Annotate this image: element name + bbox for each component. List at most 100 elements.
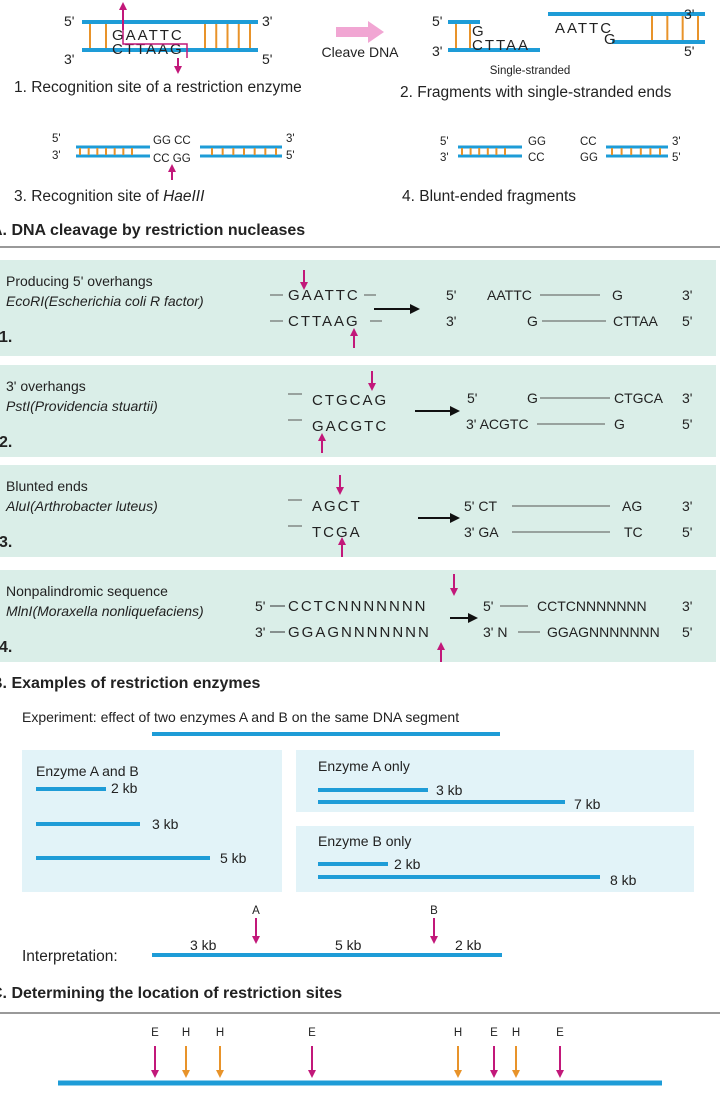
arrow-head (151, 1070, 159, 1078)
label: 5' (467, 390, 477, 406)
label: PstI(Providencia stuartii) (6, 398, 158, 414)
label: 4. (0, 639, 12, 656)
cut-path (122, 30, 188, 58)
arrow-head (252, 936, 260, 944)
label: GAATTC (112, 27, 184, 44)
arrow-head (430, 936, 438, 944)
label: Experiment: effect of two enzymes A and … (22, 709, 459, 725)
label: Cleave DNA (321, 44, 399, 60)
label: AGCT (312, 498, 362, 515)
label: G (472, 23, 486, 40)
label: G (604, 31, 618, 48)
label: G (527, 313, 538, 329)
label: 5' (684, 43, 694, 59)
label-part: EcoRI (6, 293, 44, 309)
panel (0, 570, 716, 662)
label: 3' (52, 150, 61, 162)
label: GGAGNNNNNNN (288, 624, 431, 641)
label-part: (Arthrobacter luteus) (30, 498, 158, 514)
label: 5' (440, 136, 449, 148)
label: 3' (682, 598, 692, 614)
label: 2 kb (111, 780, 138, 796)
label: 3' (440, 152, 449, 164)
label: 5 kb (220, 850, 247, 866)
label: 2. (0, 434, 12, 451)
label: GACGTC (312, 418, 388, 435)
label: 3' (262, 13, 272, 29)
panel (22, 750, 282, 892)
arrow-head (437, 642, 445, 650)
label: G (612, 287, 623, 303)
cleave-arrow (336, 21, 384, 43)
label: 3 kb (152, 816, 179, 832)
label: 5' (446, 287, 456, 303)
label: H (182, 1027, 190, 1039)
label: 3' (682, 498, 692, 514)
label: H (512, 1027, 520, 1039)
arrow-head (119, 2, 127, 10)
label: 3. Recognition site of HaeIII (14, 188, 205, 205)
label: 4. Blunt-ended fragments (402, 188, 576, 205)
label: MlnI(Moraxella nonliquefaciens) (6, 603, 204, 619)
label: 5' (682, 416, 692, 432)
label: CC (580, 136, 597, 148)
label: 1. (0, 329, 12, 346)
label: 3' (64, 51, 74, 67)
label: GG (580, 152, 598, 164)
arrow-head (318, 433, 326, 441)
label: 3' (672, 136, 681, 148)
label: AG (622, 498, 642, 514)
arrow-head (300, 282, 308, 290)
label-part: 3. Recognition site of (14, 188, 163, 205)
label: G (614, 416, 625, 432)
label: 5' (672, 152, 681, 164)
label: 3' (432, 43, 442, 59)
label: Enzyme B only (318, 833, 411, 849)
label: 3 kb (436, 782, 463, 798)
label: 3' GA (464, 524, 499, 540)
label: TC (624, 524, 643, 540)
panel (0, 465, 716, 557)
arrow-head (168, 164, 176, 172)
label-part: PstI (6, 398, 30, 414)
label: G (527, 390, 538, 406)
label: H (216, 1027, 224, 1039)
label: TCGA (312, 524, 362, 541)
label: CCTCNNNNNNN (288, 598, 428, 615)
label: 5' (255, 598, 265, 614)
panel (0, 260, 716, 356)
label: 3' overhangs (6, 378, 86, 394)
label: A. DNA cleavage by restriction nucleases (0, 222, 305, 239)
label-part: (Escherichia coli R factor) (44, 293, 204, 309)
label: 5' (286, 150, 295, 162)
label: Blunted ends (6, 478, 88, 494)
label: 5' (483, 598, 493, 614)
arrow-head (454, 1070, 462, 1078)
label: Single-stranded (490, 65, 571, 77)
label: CTTAAG (288, 313, 360, 330)
panel (0, 365, 716, 457)
label: 3' (682, 287, 692, 303)
label: CTTAA (472, 37, 530, 54)
label: 2 kb (455, 937, 482, 953)
label: 3 kb (190, 937, 217, 953)
label: 5' CT (464, 498, 497, 514)
label: GGAGNNNNNNN (547, 624, 660, 640)
arrow-head (338, 537, 346, 545)
arrow-head (450, 406, 460, 416)
label: 3' (682, 390, 692, 406)
label: CC GG (153, 153, 191, 165)
label: 5 kb (335, 937, 362, 953)
arrow-head (308, 1070, 316, 1078)
label: 1. Recognition site of a restriction enz… (14, 79, 302, 96)
arrow-head (410, 304, 420, 314)
label: 2 kb (394, 856, 421, 872)
label: 3' (446, 313, 456, 329)
label: GG CC (153, 135, 191, 147)
arrow-head (336, 487, 344, 495)
label: 3' (286, 133, 295, 145)
label-part: MlnI (6, 603, 33, 619)
label: 3' ACGTC (466, 416, 529, 432)
label: E (490, 1027, 498, 1039)
